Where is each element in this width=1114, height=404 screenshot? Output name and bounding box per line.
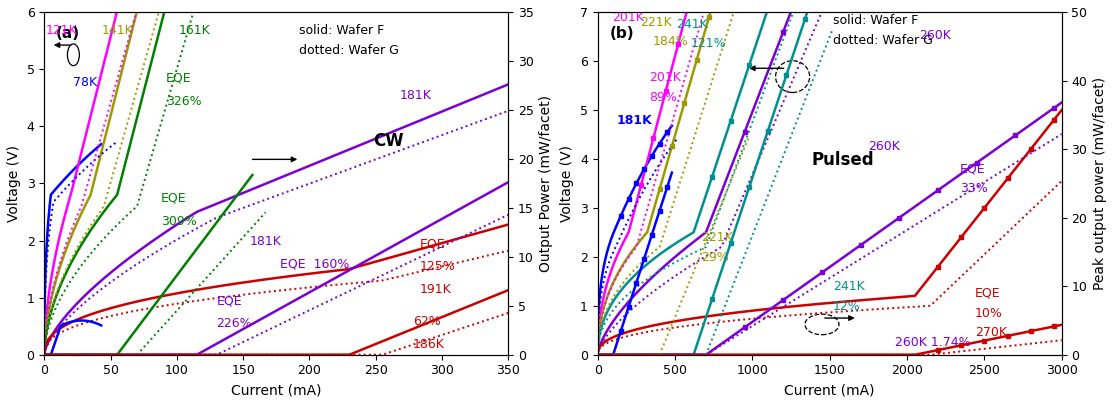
Text: 201K: 201K: [649, 72, 682, 84]
Text: 260K: 260K: [919, 29, 951, 42]
Text: EQE: EQE: [420, 238, 446, 250]
Text: 125%: 125%: [420, 260, 456, 273]
Y-axis label: Peak output power (mW/facet): Peak output power (mW/facet): [1093, 77, 1107, 290]
Text: 78K: 78K: [74, 76, 98, 89]
Text: solid: Wafer F: solid: Wafer F: [833, 14, 918, 27]
Text: EQE: EQE: [216, 295, 242, 307]
Text: (a): (a): [56, 26, 80, 41]
Text: 241K: 241K: [833, 280, 864, 293]
Text: 12%: 12%: [833, 300, 861, 313]
Text: 241K: 241K: [676, 18, 707, 31]
X-axis label: Current (mA): Current (mA): [231, 383, 322, 397]
Text: (b): (b): [609, 26, 634, 41]
Text: EQE  160%: EQE 160%: [281, 258, 350, 271]
Text: 221K: 221K: [702, 231, 733, 244]
Text: EQE: EQE: [975, 287, 1000, 300]
Text: 33%: 33%: [959, 182, 987, 195]
Text: 191K: 191K: [420, 283, 451, 296]
Text: 181K: 181K: [250, 235, 282, 248]
Text: 201K: 201K: [613, 11, 644, 24]
Text: EQE: EQE: [959, 162, 985, 176]
Text: 184%: 184%: [653, 35, 688, 48]
Text: 309%: 309%: [160, 215, 197, 227]
Y-axis label: Voltage (V): Voltage (V): [560, 145, 575, 222]
Text: solid: Wafer F: solid: Wafer F: [299, 24, 384, 37]
Text: 10%: 10%: [975, 307, 1003, 320]
Text: 221K: 221K: [641, 16, 673, 29]
Text: 260K 1.74%: 260K 1.74%: [895, 336, 970, 349]
Text: 141K: 141K: [101, 24, 133, 37]
Text: CW: CW: [373, 132, 403, 150]
Text: dotted: Wafer G: dotted: Wafer G: [299, 44, 399, 57]
Text: 226%: 226%: [216, 318, 252, 330]
Text: 89%: 89%: [649, 91, 677, 104]
Text: 326%: 326%: [166, 95, 202, 107]
Text: EQE: EQE: [166, 72, 192, 85]
Text: 270K: 270K: [975, 326, 1007, 339]
X-axis label: Current (mA): Current (mA): [784, 383, 874, 397]
Text: 181K: 181K: [617, 114, 653, 126]
Text: dotted: Wafer G: dotted: Wafer G: [833, 34, 932, 47]
Text: 121%: 121%: [691, 37, 726, 50]
Text: 186K: 186K: [413, 338, 444, 351]
Y-axis label: Voltage (V): Voltage (V): [7, 145, 21, 222]
Text: EQE: EQE: [160, 191, 186, 205]
Text: Pulsed: Pulsed: [811, 151, 873, 169]
Text: 29%: 29%: [702, 251, 729, 264]
Text: 121K: 121K: [46, 24, 77, 37]
Y-axis label: Output Power (mW/facet): Output Power (mW/facet): [539, 95, 554, 272]
Text: 260K: 260K: [868, 140, 900, 153]
Text: 62%: 62%: [413, 315, 441, 328]
Text: 181K: 181K: [400, 89, 431, 102]
Text: 161K: 161K: [178, 24, 209, 37]
